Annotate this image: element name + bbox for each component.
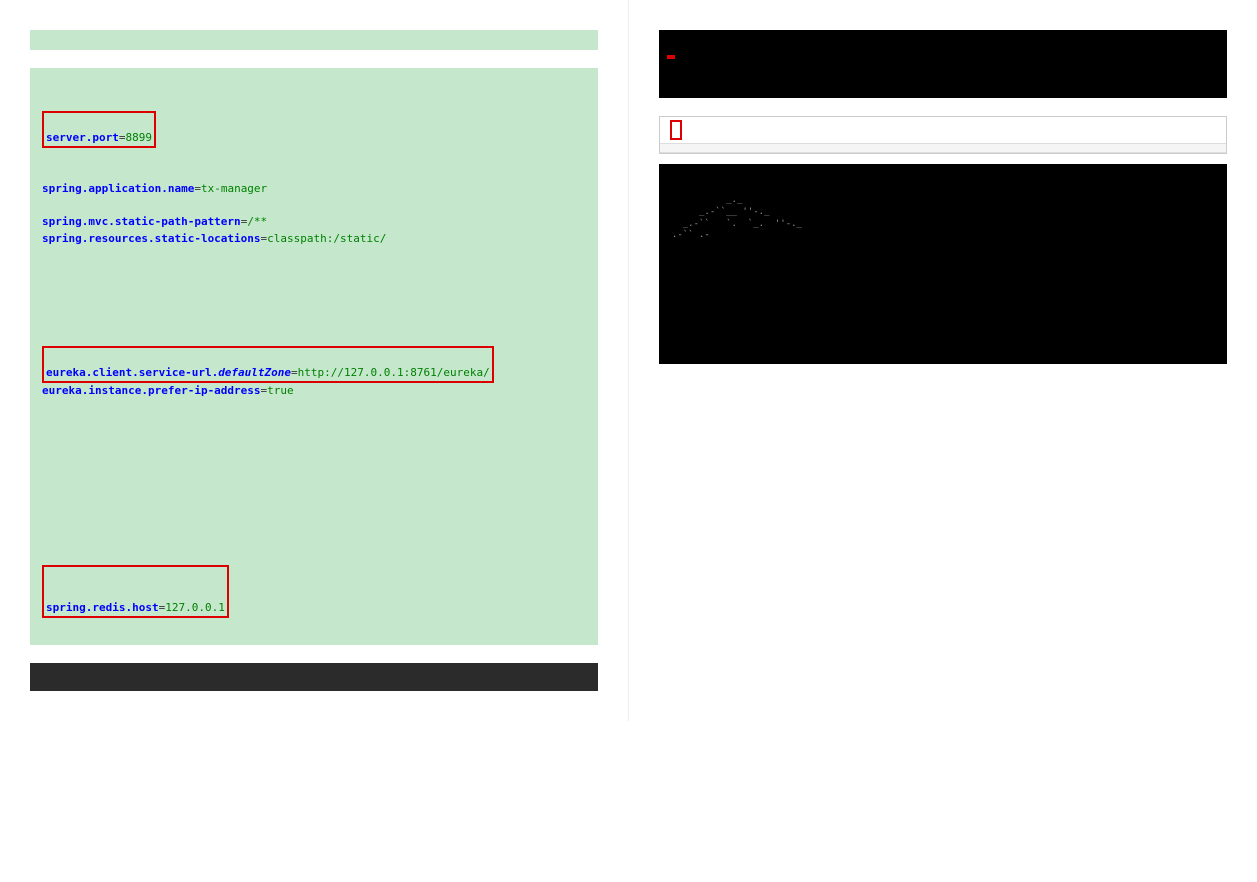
linux-terminal [659,30,1228,98]
redis-server-terminal: _._ _.-``__ ''-._ _.-`` `. `_. ''-._ .-`… [659,164,1228,364]
pom-xml-block [30,30,598,50]
right-column: _._ _.-``__ ''-._ _.-`` `. `_. ''-._ .-`… [629,0,1257,721]
file-explorer [659,116,1228,154]
config-block: server.port=8899 spring.application.name… [30,68,598,645]
breadcrumb[interactable] [660,117,1227,144]
server-port-dark [30,663,598,691]
left-column: server.port=8899 spring.application.name… [0,0,629,721]
file-list-header [660,144,1227,153]
